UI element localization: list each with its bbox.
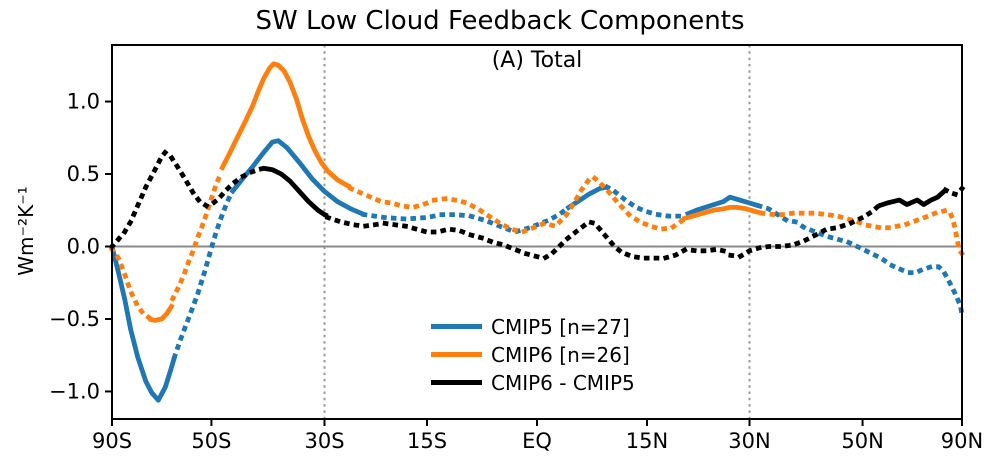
legend-line-diff — [431, 380, 482, 385]
x-tick-label-30S: 30S — [304, 429, 344, 453]
series-cmip6-dotted-segment-6 — [759, 207, 966, 258]
x-tick-label-15N: 15N — [626, 429, 668, 453]
chart-title: SW Low Cloud Feedback Components — [255, 6, 745, 36]
series-diff-solid-segment-3 — [877, 188, 948, 209]
y-tick-label-1.0: 1.0 — [67, 90, 100, 114]
x-tick-label-15S: 15S — [407, 429, 447, 453]
legend-label-diff: CMIP6 - CMIP5 — [491, 370, 635, 395]
series-cmip6-dotted-segment-0 — [108, 246, 153, 321]
series-cmip5-dotted-segment-7 — [756, 202, 965, 318]
series-cmip6-solid-segment-3 — [219, 61, 352, 190]
legend-label-cmip6: CMIP6 [n=26] — [491, 342, 630, 367]
legend-line-cmip5 — [431, 324, 482, 329]
legend-item-cmip6: CMIP6 [n=26] — [431, 344, 635, 365]
series-diff-solid-segment-1 — [263, 165, 329, 219]
legend-item-cmip5: CMIP5 [n=27] — [431, 316, 635, 337]
series-diff-dotted-segment-2 — [324, 202, 882, 261]
x-tick-label-50S: 50S — [191, 429, 231, 453]
y-tick-label-−1.0: −1.0 — [49, 379, 100, 403]
series-cmip5-dotted-segment-5 — [603, 183, 689, 219]
series-cmip5-dotted-segment-1 — [171, 189, 235, 360]
x-tick-label-EQ: EQ — [522, 429, 552, 453]
series-diff-dotted-segment-4 — [942, 185, 966, 197]
series-cmip5-solid-segment-2 — [229, 138, 366, 217]
x-tick-label-30N: 30N — [728, 429, 770, 453]
series-diff-dotted-segment-0 — [108, 149, 267, 250]
x-tick-label-50N: 50N — [841, 429, 883, 453]
series-cmip5-solid-segment-0 — [109, 245, 177, 403]
series-cmip6-solid-segment-5 — [681, 205, 763, 222]
legend-item-diff: CMIP6 - CMIP5 — [431, 372, 635, 393]
series-cmip6-solid-segment-1 — [148, 303, 175, 323]
series-cmip5-solid-segment-6 — [684, 194, 760, 217]
legend: CMIP5 [n=27] CMIP6 [n=26] CMIP6 - CMIP5 — [431, 316, 635, 393]
x-tick-label-90N: 90N — [941, 429, 983, 453]
x-tick-label-90S: 90S — [92, 429, 132, 453]
legend-label-cmip5: CMIP5 [n=27] — [491, 314, 630, 339]
series-cmip6-dotted-segment-4 — [347, 174, 686, 235]
y-tick-label-−0.5: −0.5 — [49, 307, 100, 331]
y-tick-label-0.5: 0.5 — [67, 162, 100, 186]
y-axis-label: Wm⁻²K⁻¹ — [14, 186, 38, 276]
chart-subtitle: (A) Total — [491, 48, 583, 73]
y-tick-label-0.0: 0.0 — [67, 234, 100, 258]
legend-line-cmip6 — [431, 352, 482, 357]
